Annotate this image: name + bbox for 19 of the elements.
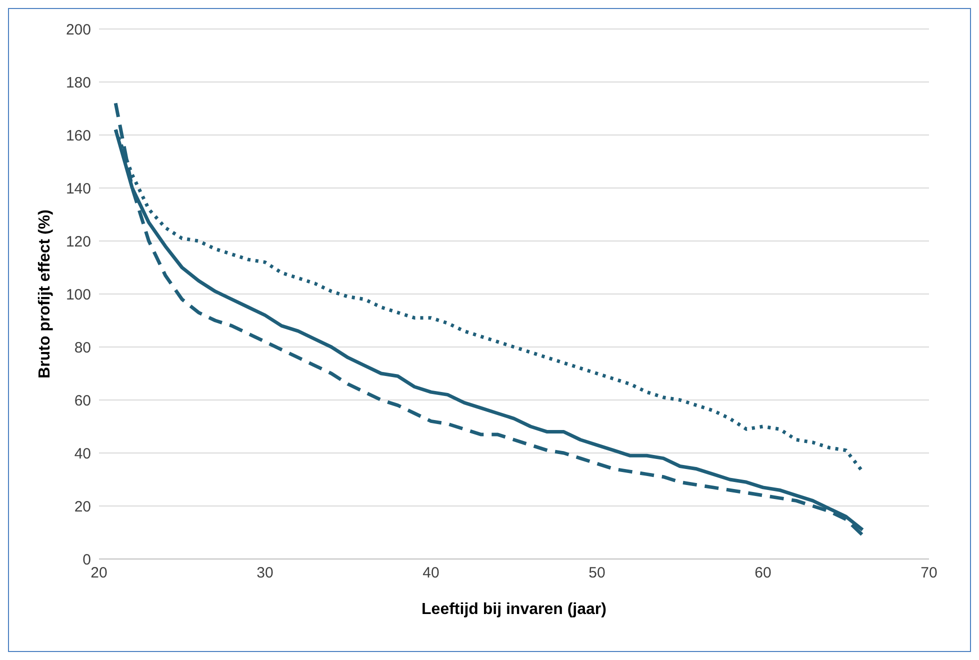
y-tick-label: 20: [74, 498, 91, 516]
y-tick-label: 80: [74, 339, 91, 356]
y-axis-title: Bruto profijt effect (%): [36, 210, 54, 378]
y-tick-label: 60: [74, 392, 91, 410]
x-tick-label: 50: [588, 564, 606, 582]
x-tick-label: 40: [422, 564, 440, 582]
y-tick-label: 100: [66, 286, 91, 304]
y-tick-label: 160: [66, 127, 91, 144]
y-tick-label: 0: [82, 551, 91, 568]
x-tick-label: 60: [754, 564, 772, 582]
y-tick-label: 120: [66, 233, 91, 250]
y-tick-label: 140: [66, 180, 91, 198]
x-tick-label: 20: [90, 564, 108, 582]
x-tick-label: 30: [256, 564, 274, 582]
x-tick-label: 70: [920, 564, 938, 582]
y-tick-label: 180: [66, 74, 91, 92]
y-tick-label: 40: [74, 445, 91, 462]
x-axis-title: Leeftijd bij invaren (jaar): [422, 601, 606, 618]
y-tick-label: 200: [66, 21, 91, 38]
